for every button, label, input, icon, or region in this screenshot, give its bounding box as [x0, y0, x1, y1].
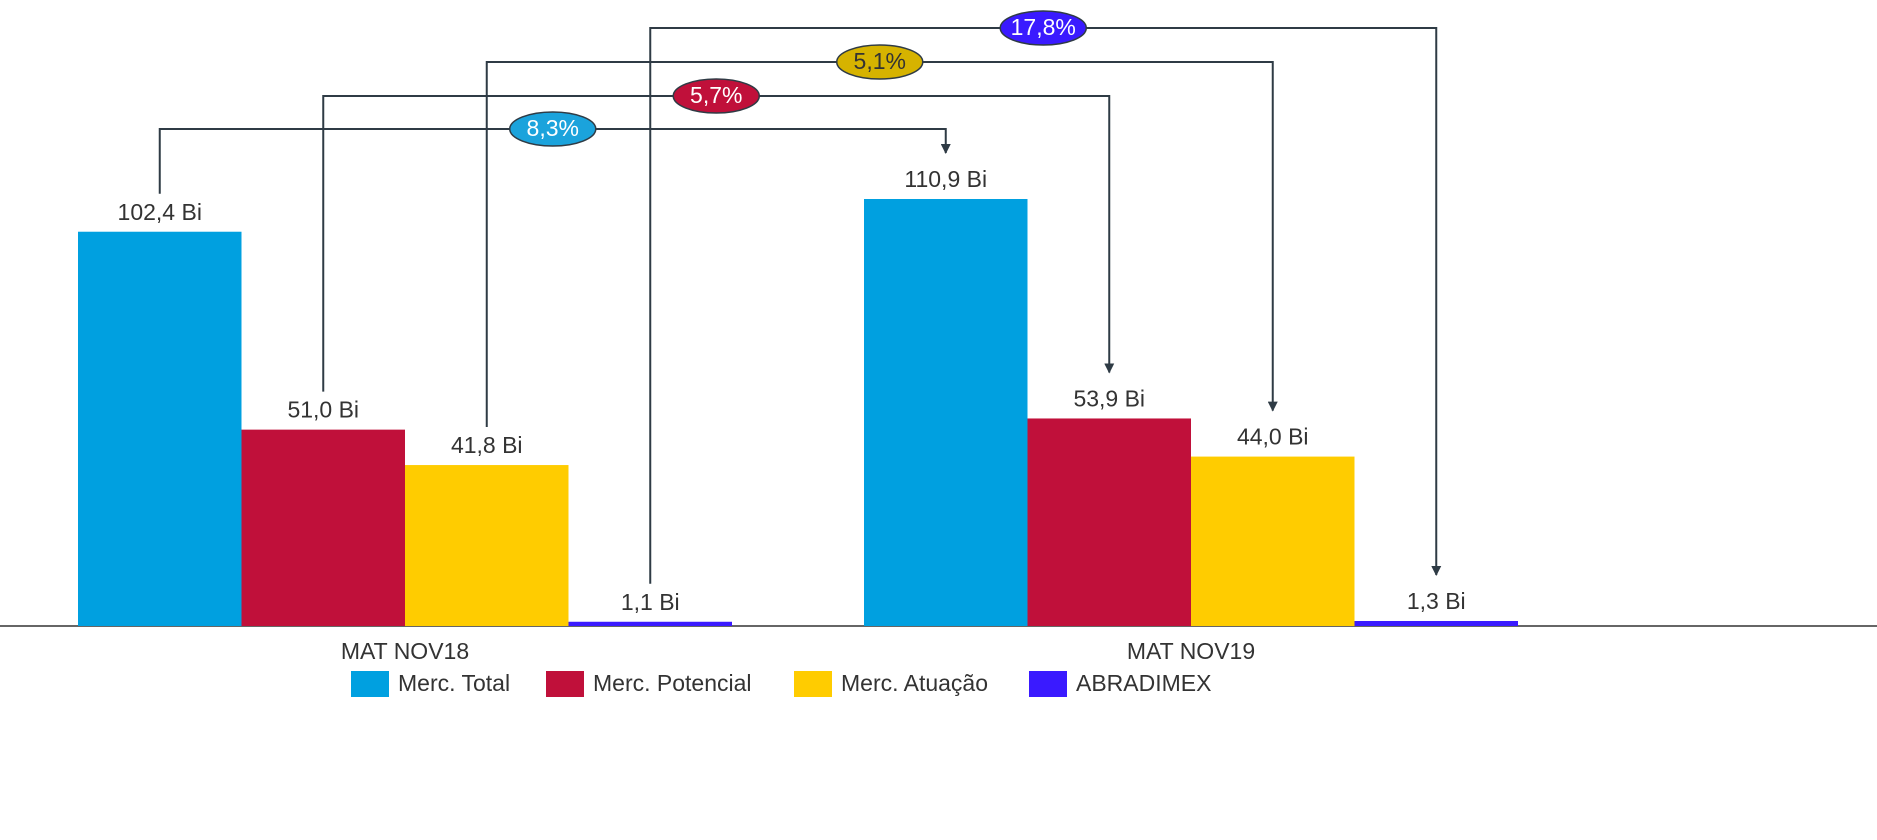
bar	[78, 231, 242, 627]
legend-label: Merc. Total	[398, 670, 510, 696]
legend-swatch	[1029, 671, 1067, 697]
growth-badge	[836, 44, 924, 80]
legend-label: ABRADIMEX	[1076, 670, 1211, 696]
value-label: 53,9 Bi	[1073, 386, 1145, 412]
value-label: 1,3 Bi	[1407, 588, 1466, 614]
legend-label: Merc. Atuação	[841, 670, 988, 696]
value-label: 1,1 Bi	[621, 589, 680, 615]
bar	[864, 199, 1028, 626]
x-tick-label: MAT NOV19	[1127, 638, 1255, 664]
legend-swatch	[794, 671, 832, 697]
x-tick-label: MAT NOV18	[341, 638, 469, 664]
growth-label: 5,7%	[690, 82, 742, 108]
bar	[241, 429, 405, 626]
growth-badge	[672, 78, 760, 114]
growth-badge	[999, 10, 1087, 46]
growth-label: 17,8%	[1011, 14, 1076, 40]
bar	[405, 465, 569, 626]
legend-label: Merc. Potencial	[593, 670, 752, 696]
value-label: 44,0 Bi	[1237, 424, 1309, 450]
legend-swatch	[351, 671, 389, 697]
value-label: 110,9 Bi	[904, 166, 987, 192]
legend-swatch	[546, 671, 584, 697]
bar	[568, 621, 732, 626]
growth-badge	[509, 111, 597, 147]
growth-label: 8,3%	[527, 115, 579, 141]
bar	[1191, 456, 1355, 626]
value-label: 41,8 Bi	[451, 432, 523, 458]
bar	[1027, 418, 1191, 626]
value-label: 51,0 Bi	[287, 397, 359, 423]
value-label: 102,4 Bi	[118, 199, 202, 225]
growth-label: 5,1%	[854, 48, 906, 74]
bar	[1354, 620, 1518, 626]
